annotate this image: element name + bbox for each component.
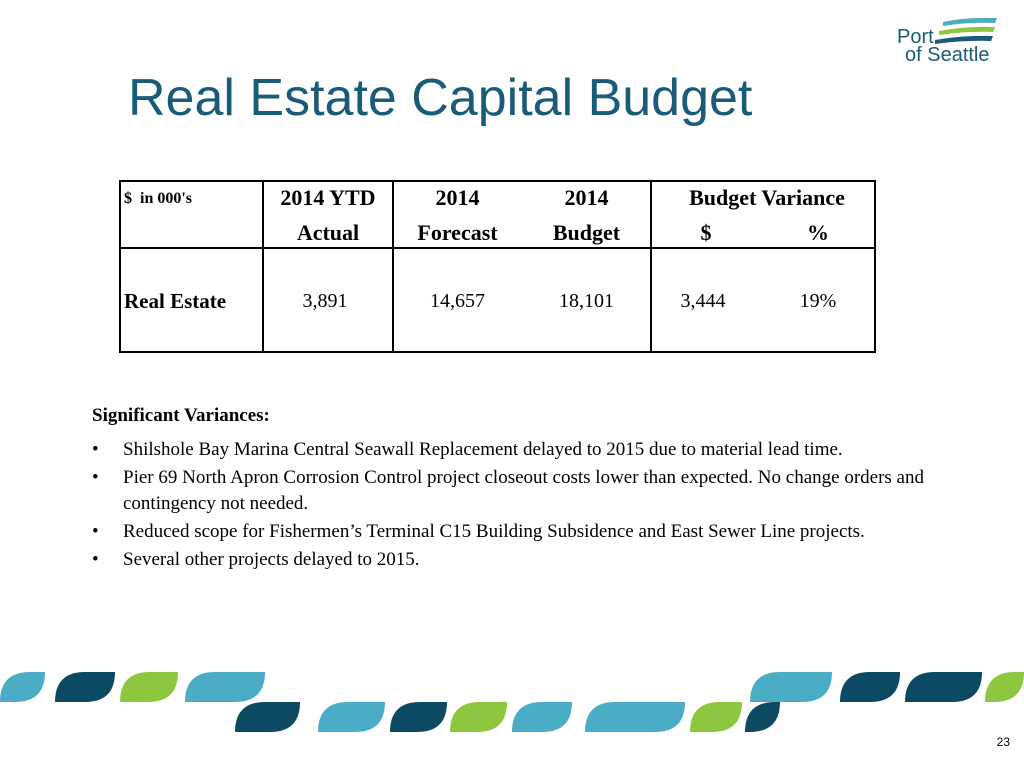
column-header: % [807, 220, 829, 245]
page-number: 23 [996, 735, 1010, 749]
column-header: Actual [296, 220, 360, 245]
wave-shape [318, 702, 385, 732]
wave-shape [905, 672, 982, 702]
cell: 3,444 [680, 290, 726, 312]
bullet: Pier 69 North Apron Corrosion Control pr… [92, 465, 952, 517]
wave-shape [512, 702, 572, 732]
column-header: Forecast [417, 220, 498, 245]
wave-shape [0, 672, 45, 702]
notes: Significant Variances: Shilshole Bay Mar… [92, 403, 952, 575]
wave-shape [450, 702, 507, 732]
bullet: Several other projects delayed to 2015. [92, 547, 952, 573]
slide-title: Real Estate Capital Budget [128, 69, 753, 127]
wave-shape [840, 672, 900, 702]
row-label: Real Estate [124, 289, 227, 313]
wave-shape [235, 702, 300, 732]
notes-heading: Significant Variances: [92, 405, 270, 426]
wave-shape [690, 702, 742, 732]
wave-shape [185, 672, 265, 702]
column-header: $ [700, 220, 712, 245]
wave-shape [55, 672, 115, 702]
column-header: Budget Variance [689, 185, 845, 210]
unit-label: $ in 000's [124, 190, 193, 207]
bullet: Shilshole Bay Marina Central Seawall Rep… [92, 437, 952, 463]
wave-shape [985, 672, 1024, 702]
bullet-list: Shilshole Bay Marina Central Seawall Rep… [92, 437, 952, 573]
logo-text: of Seattle [905, 44, 990, 66]
wave-shape [390, 702, 447, 732]
wave-shape [120, 672, 178, 702]
wave-shape [585, 702, 685, 732]
cell: 19% [799, 290, 837, 312]
column-header: Budget [552, 220, 621, 245]
wave-shape [745, 702, 780, 732]
column-header: 2014 [435, 185, 480, 210]
column-header: 2014 [564, 185, 609, 210]
cell: 3,891 [302, 290, 348, 312]
column-header: 2014 YTD [280, 185, 376, 210]
logo [935, 17, 997, 44]
bullet: Reduced scope for Fishermen’s Terminal C… [92, 519, 952, 545]
logo-text: Port [897, 26, 934, 48]
cell: 14,657 [430, 290, 485, 312]
wave-shape [750, 672, 832, 702]
cell: 18,101 [559, 290, 614, 312]
